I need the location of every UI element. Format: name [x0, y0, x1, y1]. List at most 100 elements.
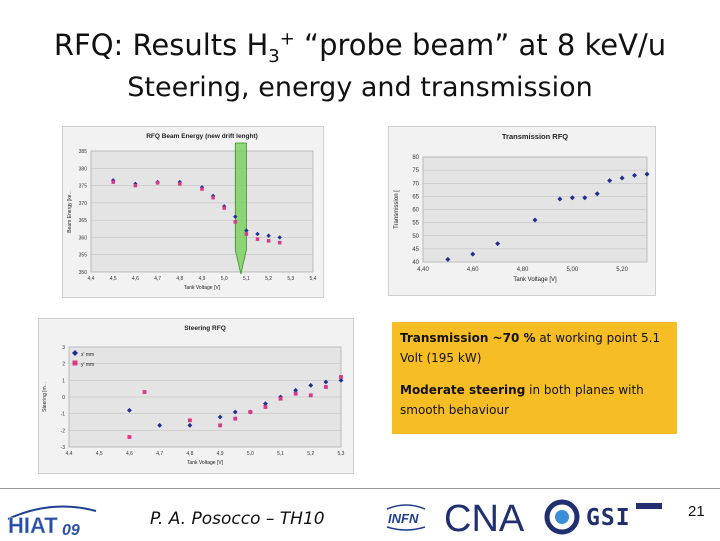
data-point — [233, 220, 238, 224]
chart-title: Transmission RFQ — [502, 132, 568, 141]
data-point — [233, 416, 238, 421]
data-point — [607, 178, 613, 184]
data-point — [619, 175, 625, 181]
x-tick-label: 5,0 — [221, 276, 228, 282]
data-point — [187, 422, 193, 428]
y-tick-label: 0 — [62, 395, 65, 401]
steering-note: Moderate steering in both planes with sm… — [400, 383, 644, 417]
data-point — [557, 196, 563, 202]
data-point — [142, 390, 147, 394]
chart-title: Steering RFQ — [184, 325, 226, 332]
y-tick-label: 45 — [412, 247, 419, 253]
y-tick-label: 385 — [79, 149, 88, 155]
x-axis-label: Tank Voltage [V] — [187, 460, 224, 466]
steering-svg: 3 2 1 0 -1 -2 -34,4 4,5 4,6 4,7 4,8 4,9 5,0 5,1 5,2 5,3… — [42, 325, 345, 466]
x-tick-label: 4,4 — [88, 276, 95, 282]
x-tick-label: 5,1 — [243, 276, 250, 282]
plot-area — [90, 150, 314, 273]
y-tick-label: 350 — [79, 270, 88, 276]
x-tick-label: 4,6 — [132, 276, 139, 282]
y-tick-label: 70 — [412, 181, 419, 187]
data-point — [594, 191, 600, 197]
x-tick-label: 5,2 — [265, 276, 272, 282]
data-point — [323, 385, 328, 389]
svg-text:CNA: CNA — [444, 498, 525, 537]
data-point — [222, 206, 226, 210]
data-point — [632, 172, 638, 178]
data-point — [644, 171, 650, 177]
y-tick-label: 80 — [412, 155, 419, 161]
x-tick-label: 4,5 — [110, 276, 117, 282]
x-tick-label: 5,00 — [566, 267, 578, 273]
y-tick-label: 40 — [412, 260, 419, 266]
data-point — [582, 195, 588, 201]
data-point — [127, 435, 132, 439]
data-point — [263, 405, 268, 409]
data-point — [263, 401, 268, 407]
data-point — [445, 256, 451, 262]
page-number: 21 — [688, 503, 705, 520]
x-axis-label: Tank Voltage [V] — [513, 277, 557, 283]
y-tick-label: -2 — [61, 428, 66, 434]
x-tick-label: 4,8 — [186, 451, 193, 457]
beam-energy-chart: 350 355 360 365 370 375 380 385 4,4 4,5 4,6 4,7 4,8 4… — [62, 126, 324, 298]
data-point — [569, 195, 575, 201]
legend-marker — [72, 350, 78, 356]
x-tick-label: 4,4 — [66, 451, 73, 457]
x-tick-label: 4,9 — [217, 451, 224, 457]
y-tick-label: 1 — [62, 378, 65, 384]
data-point — [277, 235, 282, 240]
data-point — [338, 377, 344, 383]
y-tick-label: 2 — [62, 362, 65, 368]
y-tick-label: 55 — [412, 221, 419, 227]
data-point — [127, 407, 132, 413]
legend-marker — [72, 360, 78, 366]
x-tick-label: 5,0 — [247, 451, 254, 457]
data-point — [266, 233, 271, 238]
data-point — [211, 195, 215, 200]
data-point — [178, 182, 182, 186]
x-tick-label: 5,20 — [616, 267, 628, 273]
data-point — [255, 237, 260, 241]
x-tick-label: 4,80 — [517, 267, 529, 273]
cnao-logo: CNA — [444, 498, 580, 537]
data-point — [187, 418, 192, 423]
slide-subtitle: Steering, energy and transmission — [127, 72, 593, 103]
data-point — [308, 382, 314, 388]
legend-label: x' mm — [81, 352, 94, 358]
y-tick-label: 60 — [412, 208, 419, 214]
results-note: Transmission ~70 % at working point 5.1 … — [392, 322, 677, 434]
data-point — [111, 180, 115, 184]
highlight-marker — [234, 142, 247, 275]
beam-energy-svg: 350 355 360 365 370 375 380 385 4,4 4,5 4,6 4,7 4,8 4… — [67, 133, 317, 291]
data-point — [133, 183, 138, 188]
y-tick-label: -3 — [61, 445, 66, 451]
data-point — [293, 391, 298, 396]
x-tick-label: 5,3 — [338, 451, 345, 457]
author-credit: P. A. Posocco – TH10 — [150, 509, 325, 529]
y-tick-label: 50 — [412, 234, 419, 240]
infn-logo: INFN — [386, 504, 426, 531]
chart-title: RFQ Beam Energy (new drift lenght) — [146, 133, 258, 140]
x-tick-label: 4,7 — [156, 451, 163, 457]
y-tick-label: 375 — [79, 184, 88, 190]
x-tick-label: 5,3 — [287, 276, 294, 282]
y-tick-label: 370 — [79, 201, 88, 207]
steering-chart: 3 2 1 0 -1 -2 -3 4,4 4,5 4,6 4,7 4,8 4,9 5,0 5,1 5,2 5,3… — [38, 318, 354, 474]
data-point — [248, 410, 253, 414]
x-tick-label: 4,5 — [96, 451, 103, 457]
x-tick-label: 5,2 — [307, 451, 314, 457]
y-tick-label: 360 — [79, 235, 88, 241]
data-point — [277, 240, 282, 245]
y-axis-label: Transmission [ — [394, 190, 400, 229]
y-tick-label: 3 — [62, 345, 65, 351]
data-point — [155, 181, 160, 185]
x-axis-label: Tank Voltage [V] — [184, 285, 221, 291]
data-point — [200, 187, 204, 191]
data-point — [293, 387, 299, 393]
y-tick-label: 380 — [79, 166, 88, 172]
y-axis-label: Steering [m... — [42, 382, 48, 412]
data-point — [278, 396, 283, 401]
data-point — [244, 232, 249, 236]
y-tick-label: -1 — [61, 412, 66, 418]
